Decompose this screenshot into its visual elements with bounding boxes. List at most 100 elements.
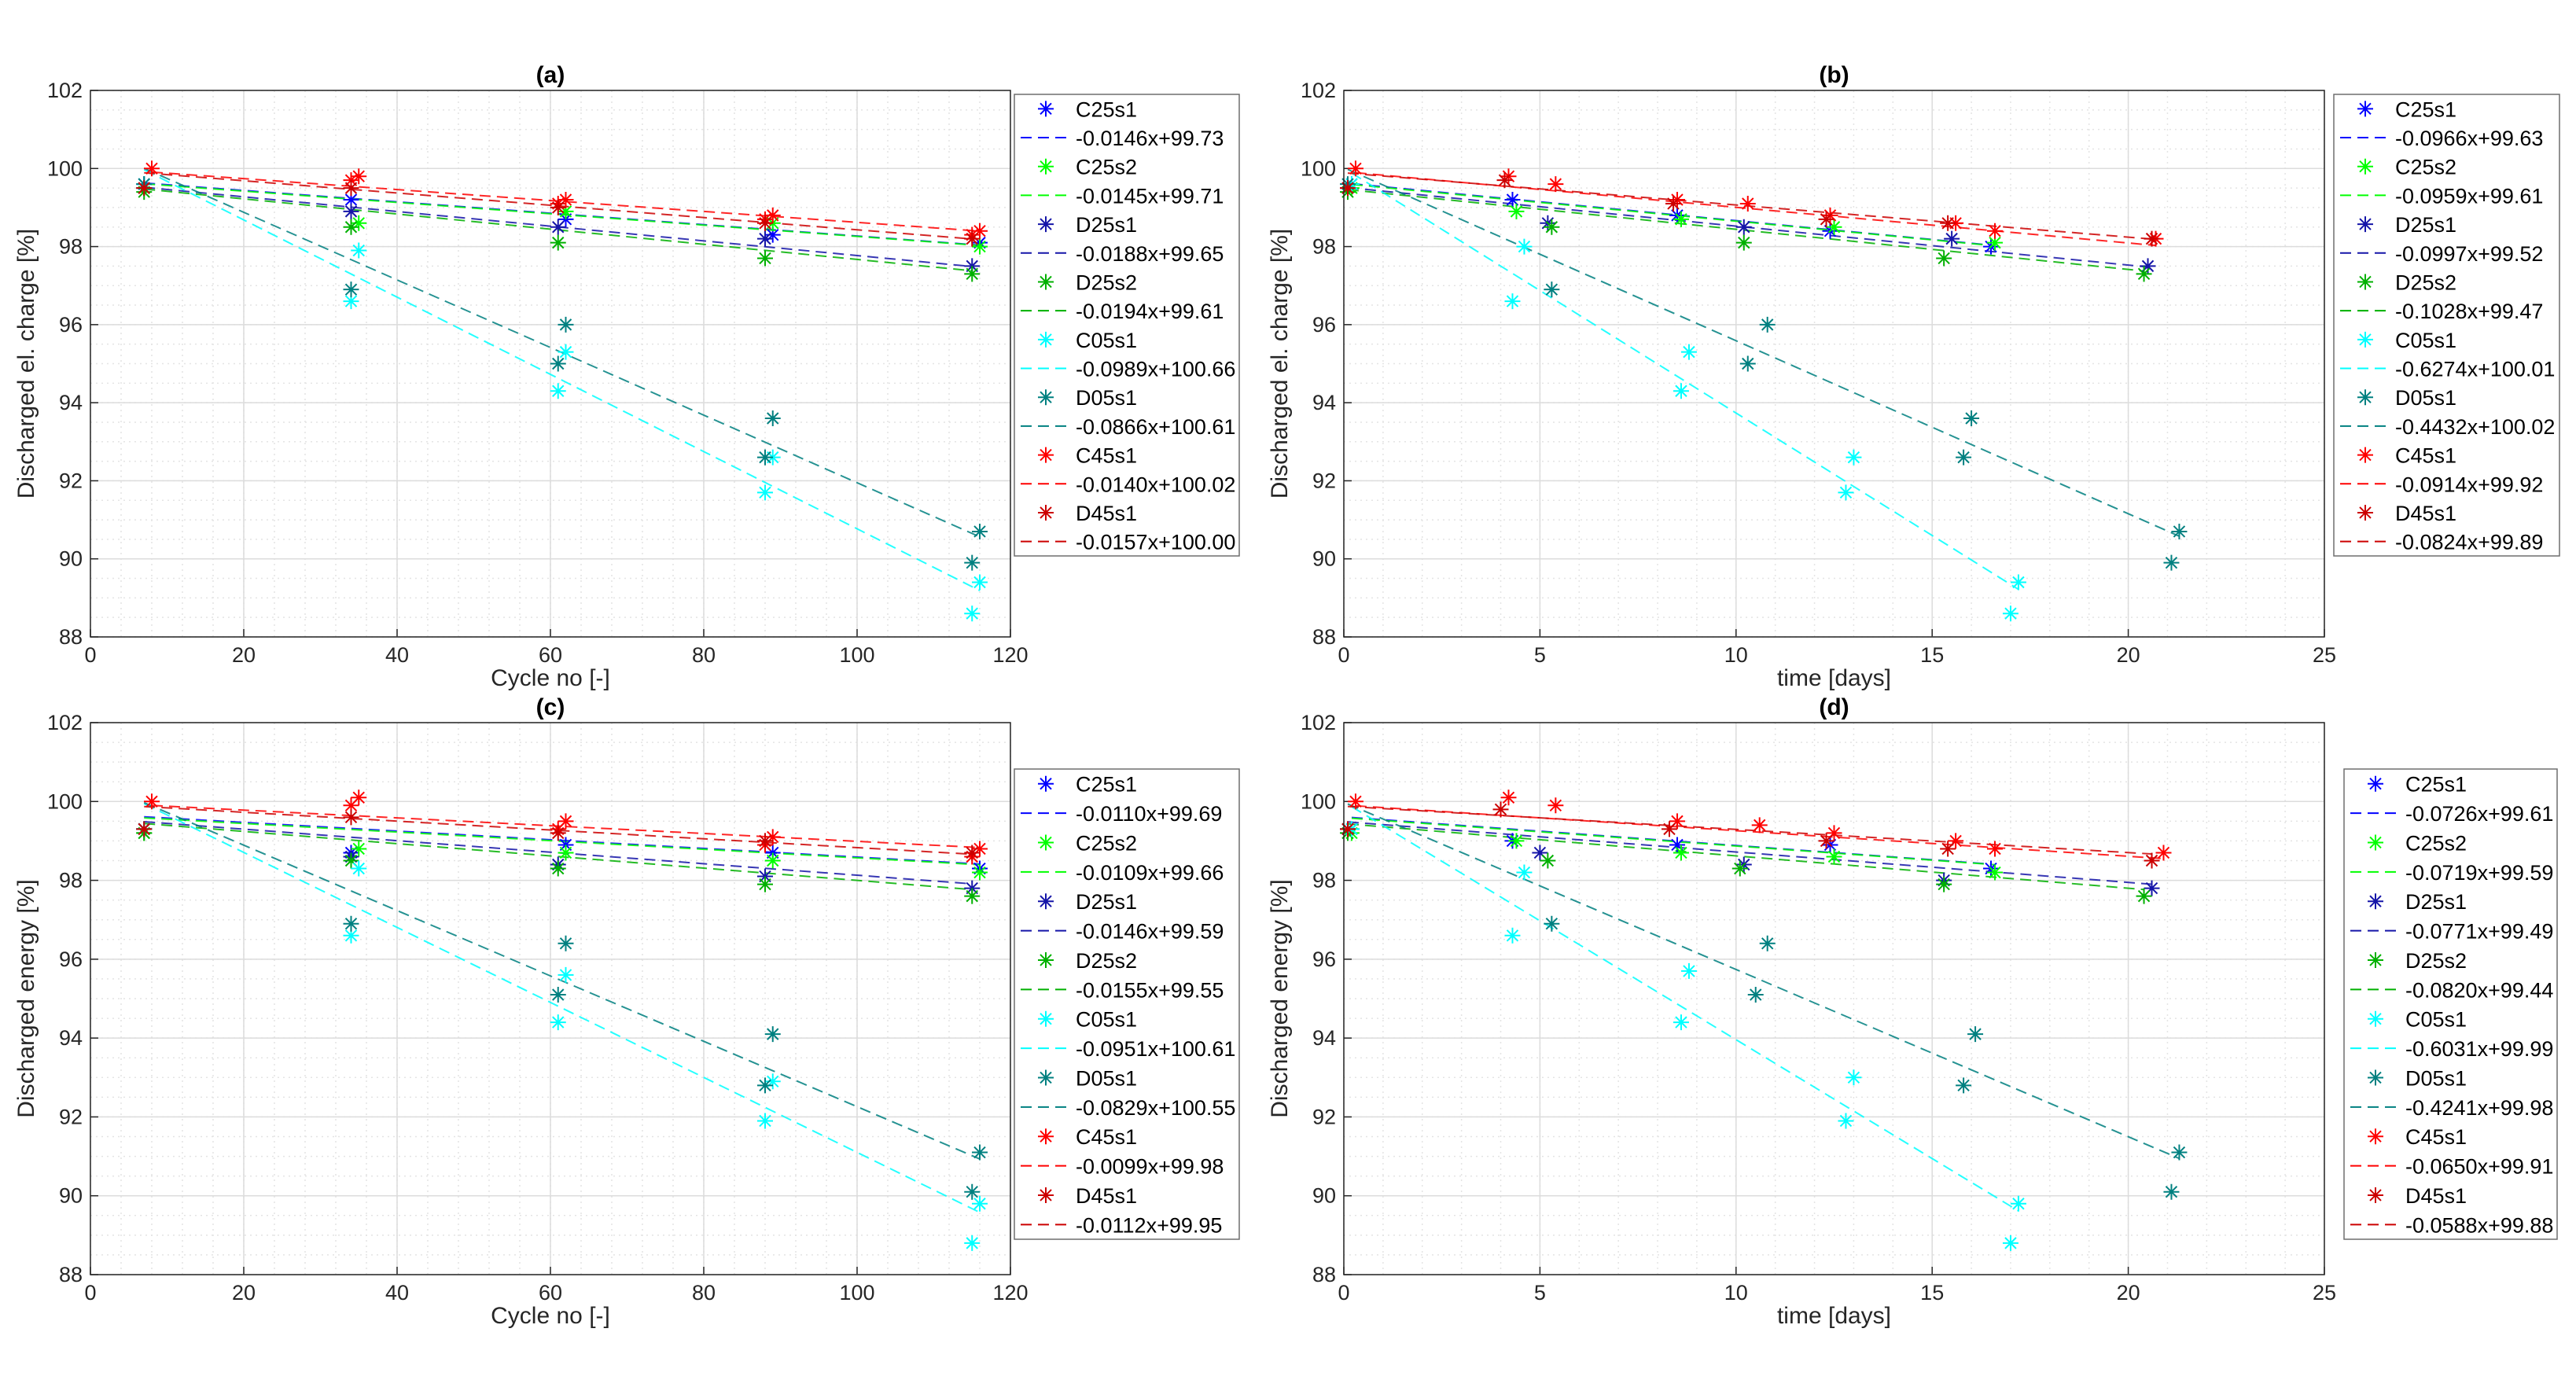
legend-fit-label: -0.0188x+99.65 [1076, 242, 1224, 266]
data-point-C05s1 [1516, 238, 1533, 255]
x-tick-label: 100 [839, 1281, 874, 1305]
x-tick-label: 60 [539, 643, 562, 667]
legend-marker-D45s1 [1038, 504, 1054, 521]
y-tick-label: 88 [59, 1263, 83, 1286]
data-point-D25s1 [2144, 880, 2160, 896]
data-point-C45s1 [1987, 223, 2004, 239]
data-point-D45s1 [1496, 172, 1513, 189]
data-point-D05s1 [964, 554, 981, 571]
x-tick-label: 100 [839, 643, 874, 667]
legend-marker-C45s1 [1038, 1128, 1054, 1145]
legend-marker-C05s1 [2368, 1010, 2383, 1027]
data-point-D25s1 [1944, 230, 1960, 247]
data-point-D45s1 [1662, 821, 1677, 837]
legend-series-name: D25s2 [1076, 949, 1137, 973]
y-tick-label: 94 [59, 391, 83, 414]
data-point-D45s1 [2144, 852, 2160, 869]
legend-fit-label: -0.0719x+99.59 [2405, 861, 2553, 885]
y-tick-label: 88 [59, 625, 83, 649]
legend-marker-D25s2 [2357, 274, 2373, 290]
legend-marker-D25s2 [1038, 274, 1054, 290]
data-point-C05s1 [1846, 1069, 1862, 1086]
legend-marker-D25s1 [2357, 216, 2373, 233]
data-point-C25s2 [351, 841, 367, 857]
data-point-D05s1 [1956, 1077, 1972, 1094]
y-tick-label: 102 [1301, 711, 1336, 734]
legend-fit-label: -0.0951x+100.61 [1076, 1037, 1235, 1061]
fit-line-C05s1 [1351, 805, 2019, 1212]
data-point-D45s1 [1818, 833, 1834, 849]
panel-a: 0 20 40 60 80 100 120 88 90 92 94 96 98 100 102 (a) Cycl… [13, 62, 1240, 691]
x-tick-label: 120 [992, 1281, 1028, 1305]
y-axis-label: Discharged energy [%] [13, 879, 39, 1118]
legend-series-name: C45s1 [1076, 444, 1137, 468]
legend-fit-label: -0.6274x+100.01 [2395, 358, 2555, 381]
data-point-D45s1 [550, 199, 566, 215]
axes-box [90, 722, 1011, 1275]
x-axis-label: Cycle no [-] [491, 1303, 610, 1329]
legend-marker-C45s1 [2368, 1128, 2383, 1145]
data-point-C05s1 [1838, 1113, 1854, 1129]
legend-series-name: C05s1 [1076, 1008, 1137, 1032]
legend-series-name: C25s1 [1076, 98, 1137, 121]
data-point-D05s1 [2163, 554, 2180, 571]
data-point-D25s2 [550, 234, 566, 251]
data-point-D45s1 [757, 833, 773, 849]
data-point-C05s1 [1673, 1014, 1689, 1031]
data-point-C05s1 [964, 1235, 981, 1251]
axes-box [90, 90, 1011, 638]
fit-line-D25s1 [1347, 821, 2152, 885]
y-axis-label: Discharged energy [%] [1267, 879, 1293, 1118]
data-point-C45s1 [972, 223, 988, 239]
data-point-C05s1 [1504, 927, 1521, 944]
data-point-C05s1 [972, 1195, 988, 1212]
y-tick-label: 90 [59, 1184, 83, 1208]
legend-marker-D25s2 [1038, 951, 1054, 968]
data-point-C45s1 [764, 207, 781, 223]
legend-series-name: C25s2 [1076, 156, 1137, 179]
legend-fit-label: -0.0112x+99.95 [1076, 1213, 1222, 1237]
legend-marker-C45s1 [1038, 447, 1054, 463]
y-axis-label: Discharged el. charge [%] [1267, 229, 1293, 499]
x-tick-label: 0 [1338, 643, 1349, 667]
x-tick-label: 25 [2313, 1281, 2336, 1305]
data-point-C45s1 [1826, 825, 1842, 841]
data-point-C45s1 [1669, 813, 1685, 830]
legend-fit-label: -0.0146x+99.59 [1076, 920, 1224, 944]
data-point-D05s1 [1967, 1026, 1984, 1043]
legend-series-name: D25s1 [2395, 213, 2456, 237]
legend: C25s1 -0.0726x+99.61 C25s2 -0.0719x+99.59 D2… [2343, 768, 2558, 1240]
data-point-C05s1 [1846, 449, 1862, 466]
legend-series-name: D25s1 [2405, 890, 2467, 914]
data-point-C45s1 [1739, 195, 1756, 212]
data-point-C45s1 [1987, 841, 2004, 857]
data-point-D25s1 [757, 868, 773, 885]
data-point-D25s2 [2136, 888, 2152, 904]
legend-marker-C25s2 [2368, 834, 2383, 851]
data-point-D45s1 [343, 809, 359, 826]
legend-fit-label: -0.1028x+99.47 [2395, 300, 2543, 323]
data-point-C05s1 [1680, 344, 1697, 360]
data-point-D25s2 [343, 852, 359, 869]
data-point-C25s2 [1987, 234, 2004, 251]
legend-marker-C45s1 [2357, 447, 2373, 463]
data-point-C25s2 [1826, 219, 1842, 235]
x-tick-label: 80 [692, 643, 716, 667]
data-point-C45s1 [1547, 797, 1564, 814]
data-point-C25s2 [972, 238, 988, 255]
data-point-D45s1 [964, 230, 981, 247]
data-point-C45s1 [1948, 833, 1964, 849]
data-point-D25s1 [1735, 219, 1752, 235]
x-axis-label: time [days] [1777, 665, 1891, 691]
y-tick-label: 90 [1312, 547, 1336, 571]
data-point-D05s1 [1544, 915, 1560, 932]
legend-fit-label: -0.0109x+99.66 [1076, 861, 1224, 885]
data-point-C05s1 [757, 1113, 773, 1129]
legend-fit-label: -0.0820x+99.44 [2405, 978, 2553, 1002]
legend-marker-D05s1 [1038, 1069, 1054, 1086]
legend-marker-D05s1 [2368, 1069, 2383, 1086]
data-point-D05s1 [558, 935, 574, 951]
data-point-C45s1 [1347, 793, 1363, 810]
data-point-D45s1 [1339, 821, 1356, 837]
